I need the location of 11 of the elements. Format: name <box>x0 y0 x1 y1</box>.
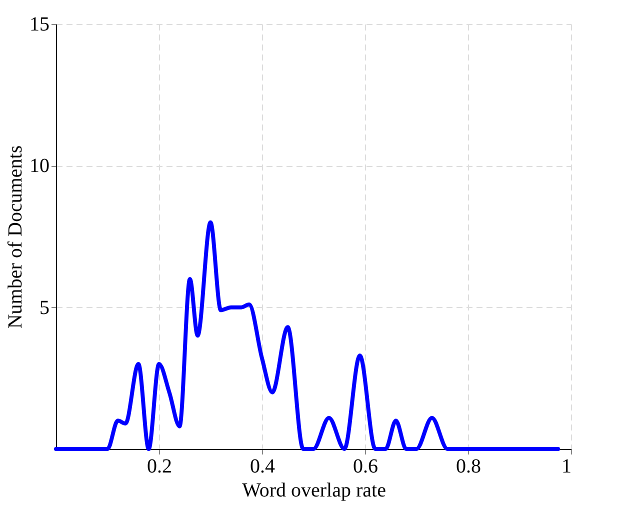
y-axis-title: Number of Documents <box>4 145 26 329</box>
x-tick-label: 0.6 <box>353 456 378 478</box>
x-tick-label: 0.2 <box>147 456 172 478</box>
x-tick-label: 0.4 <box>250 456 275 478</box>
y-tick-label: 15 <box>30 14 50 36</box>
x-tick-label: 1 <box>562 456 572 478</box>
y-tick-label: 5 <box>40 296 50 319</box>
x-tick-label: 0.8 <box>456 456 481 478</box>
y-tick-label: 10 <box>30 155 50 178</box>
line-series <box>54 220 560 451</box>
x-axis-title: Word overlap rate <box>242 480 386 502</box>
